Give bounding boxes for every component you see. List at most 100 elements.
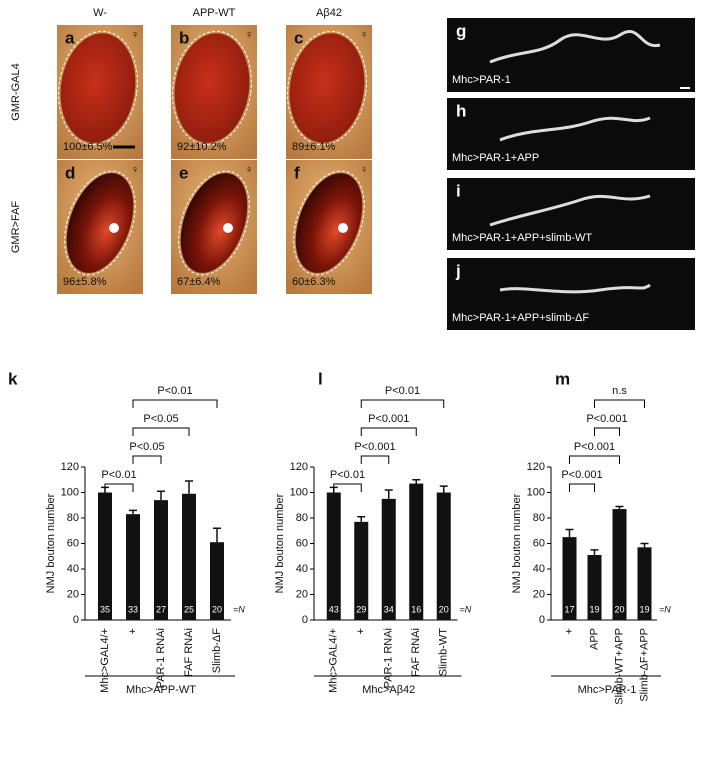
panel-letter: g bbox=[456, 21, 466, 40]
x-tick-label: + bbox=[355, 628, 367, 634]
n-label: 43 bbox=[329, 604, 339, 614]
error-bar bbox=[412, 479, 421, 484]
eye bbox=[289, 33, 365, 143]
eye bbox=[180, 173, 248, 273]
eye bbox=[295, 173, 363, 273]
sex-symbol: ♀ bbox=[245, 164, 253, 176]
y-tick-label: 20 bbox=[533, 588, 545, 600]
y-tick-label: 120 bbox=[527, 461, 545, 473]
percent-label: 100±6.5% bbox=[63, 141, 113, 153]
significance-label: P<0.001 bbox=[368, 413, 409, 425]
panel-letter: j bbox=[455, 261, 461, 280]
bar bbox=[210, 542, 224, 620]
y-axis-label: NMJ bouton number bbox=[274, 493, 286, 593]
panel-letter: b bbox=[179, 28, 189, 47]
significance-bracket bbox=[333, 483, 362, 492]
significance-bracket bbox=[360, 427, 417, 436]
bar bbox=[381, 498, 396, 620]
error-bar bbox=[439, 485, 448, 493]
sex-symbol: ♀ bbox=[131, 29, 139, 41]
y-tick-label: 20 bbox=[296, 588, 308, 600]
n-label: 20 bbox=[439, 604, 449, 614]
nmj-terminal bbox=[499, 283, 651, 294]
n-label: 17 bbox=[564, 604, 574, 614]
y-tick-label: 80 bbox=[67, 512, 79, 524]
significance-bracket bbox=[132, 399, 218, 408]
bar bbox=[637, 547, 652, 620]
nmj-terminal bbox=[499, 116, 651, 142]
n-label: 34 bbox=[384, 604, 394, 614]
x-tick-label: Slimb-ΔF bbox=[211, 628, 223, 674]
significance-bracket bbox=[594, 399, 645, 408]
significance-label: P<0.001 bbox=[354, 441, 395, 453]
glare bbox=[223, 223, 233, 233]
eye bbox=[174, 33, 250, 143]
error-bar bbox=[129, 509, 137, 515]
bar bbox=[612, 509, 627, 620]
n-label: 16 bbox=[411, 604, 421, 614]
sex-symbol: ♀ bbox=[245, 29, 253, 41]
eye bbox=[66, 173, 134, 273]
percent-label: 89±6.1% bbox=[292, 141, 336, 153]
n-label: 19 bbox=[639, 604, 649, 614]
panel-letter: a bbox=[65, 28, 75, 47]
error-bar bbox=[590, 549, 599, 555]
nmj-label: Mhc>PAR-1 bbox=[452, 74, 511, 86]
column-header: APP-WT bbox=[193, 7, 236, 19]
x-tick-label: Mhc>GAL4/+ bbox=[328, 628, 340, 693]
chart-letter: k bbox=[8, 369, 18, 388]
n-label: 29 bbox=[356, 604, 366, 614]
significance-bracket bbox=[360, 399, 445, 408]
bar bbox=[154, 500, 168, 620]
nmj-label: Mhc>PAR-1+APP+slimb-WT bbox=[452, 232, 592, 244]
eye-outline bbox=[172, 30, 252, 146]
n-label: 25 bbox=[184, 604, 194, 614]
n-label: 27 bbox=[156, 604, 166, 614]
sex-symbol: ♀ bbox=[360, 29, 368, 41]
significance-label: P<0.01 bbox=[157, 385, 192, 397]
eye-outline bbox=[293, 170, 365, 276]
y-tick-label: 40 bbox=[533, 563, 545, 575]
bar bbox=[354, 521, 369, 620]
bar bbox=[587, 554, 602, 620]
nmj-image bbox=[447, 18, 695, 92]
significance-label: P<0.001 bbox=[586, 413, 627, 425]
significance-bracket bbox=[594, 427, 620, 436]
nmj-label: Mhc>PAR-1+APP bbox=[452, 152, 539, 164]
x-tick-label: APP bbox=[588, 628, 600, 650]
group-label: Mhc>APP-WT bbox=[126, 684, 196, 696]
y-tick-label: 0 bbox=[539, 614, 545, 626]
bar bbox=[326, 492, 341, 620]
x-tick-label: FAF RNAi bbox=[183, 628, 195, 677]
significance-bracket bbox=[132, 427, 190, 436]
glare bbox=[338, 223, 348, 233]
y-tick-label: 80 bbox=[533, 512, 545, 524]
significance-label: P<0.01 bbox=[101, 469, 136, 481]
significance-label: P<0.001 bbox=[574, 441, 615, 453]
x-tick-label: Mhc>GAL4/+ bbox=[99, 628, 111, 693]
panel-letter: h bbox=[456, 101, 466, 120]
group-label: Mhc>Aβ42 bbox=[362, 684, 415, 696]
nmj-image bbox=[447, 178, 695, 250]
error-bar bbox=[615, 505, 624, 510]
n-label: 35 bbox=[100, 604, 110, 614]
x-tick-label: PAR-1 RNAi bbox=[383, 628, 395, 688]
y-tick-label: 60 bbox=[533, 537, 545, 549]
eye-outline bbox=[178, 170, 250, 276]
nmj-terminal bbox=[489, 30, 661, 64]
y-axis-label: NMJ bouton number bbox=[511, 493, 523, 593]
x-tick-label: + bbox=[563, 628, 575, 634]
percent-label: 96±5.8% bbox=[63, 276, 107, 288]
group-label: Mhc>PAR-1 bbox=[578, 684, 637, 696]
error-bar bbox=[384, 489, 393, 499]
significance-bracket bbox=[569, 483, 595, 492]
bar bbox=[182, 493, 196, 620]
eye-outline bbox=[58, 30, 138, 146]
y-axis-label: NMJ bouton number bbox=[45, 493, 57, 593]
significance-bracket bbox=[360, 455, 390, 464]
significance-label: P<0.01 bbox=[330, 469, 365, 481]
significance-label: P<0.01 bbox=[385, 385, 420, 397]
error-bar bbox=[213, 527, 221, 543]
n-label: 20 bbox=[212, 604, 222, 614]
column-header: Aβ42 bbox=[316, 7, 342, 19]
